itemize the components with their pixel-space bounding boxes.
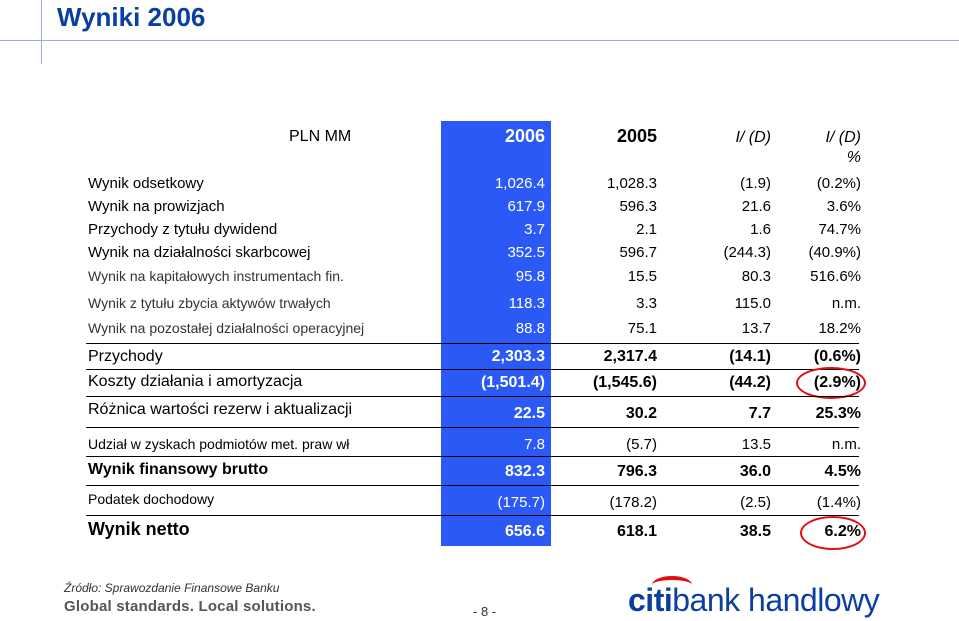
- row-separator: [86, 396, 859, 397]
- row-label: Wynik netto: [88, 519, 190, 539]
- row-value-pct: 25.3%: [815, 405, 861, 422]
- row-label: Wynik odsetkowy: [88, 175, 204, 192]
- header-unit: PLN MM: [289, 128, 352, 145]
- row-label: Wynik na działalności skarbcowej: [88, 244, 311, 261]
- header-id: I/ (D): [735, 129, 771, 146]
- row-value-id: (44.2): [729, 374, 771, 391]
- row-separator: [86, 343, 859, 344]
- page-number: - 8 -: [473, 604, 497, 619]
- row-value-2006: 7.8: [524, 436, 545, 453]
- row-value-2005: (1,545.6): [592, 374, 657, 391]
- row-value-pct: 3.6%: [826, 198, 861, 215]
- highlight-column-2006: [441, 121, 551, 546]
- row-value-id: 80.3: [741, 268, 771, 285]
- row-value-2005: (178.2): [609, 494, 657, 511]
- row-value-pct: 74.7%: [818, 221, 861, 238]
- row-value-pct: (0.2%): [816, 175, 861, 192]
- row-value-pct: 4.5%: [824, 463, 861, 480]
- row-value-2006: 2,303.3: [491, 348, 545, 365]
- logo-arc-icon: [652, 576, 692, 594]
- row-value-2005: 796.3: [616, 463, 657, 480]
- row-value-id: 115.0: [734, 295, 771, 312]
- row-value-2005: 15.5: [627, 268, 657, 285]
- row-label: Wynik na pozostałej działalności operacy…: [88, 320, 365, 336]
- row-separator: [86, 456, 859, 457]
- row-separator: [86, 515, 859, 516]
- row-label: Różnica wartości rezerw i aktualizacji: [88, 401, 353, 418]
- row-value-id: 13.7: [741, 320, 771, 337]
- row-value-id: 7.7: [748, 405, 771, 422]
- row-separator: [86, 485, 859, 486]
- row-label: Przychody: [88, 348, 163, 365]
- page-title: Wyniki 2006: [57, 2, 206, 32]
- row-value-id: (14.1): [729, 348, 771, 365]
- header-2005: 2005: [616, 126, 657, 146]
- header-id-pct-sign: %: [846, 149, 861, 166]
- citi-handlowy-logo: citibank handlowy: [628, 576, 880, 619]
- row-value-2005: 75.1: [627, 320, 657, 337]
- row-separator: [86, 427, 859, 428]
- highlight-circle-net: [800, 516, 866, 550]
- row-label: Udział w zyskach podmiotów met. praw wł: [88, 436, 350, 452]
- source-note: Źródło: Sprawozdanie Finansowe Banku: [64, 581, 280, 595]
- title-horizontal-rule: [0, 40, 959, 41]
- row-value-2006: 832.3: [504, 463, 545, 480]
- row-label: Przychody z tytułu dywidend: [88, 221, 278, 238]
- row-value-2005: 596.3: [619, 198, 657, 215]
- row-value-2005: 618.1: [616, 523, 657, 540]
- row-value-pct: n.m.: [831, 436, 861, 453]
- row-label: Wynik z tytułu zbycia aktywów trwałych: [88, 295, 331, 311]
- row-value-2005: 596.7: [619, 244, 657, 261]
- row-value-2006: 3.7: [524, 221, 545, 238]
- row-value-2006: 352.5: [507, 244, 545, 261]
- row-value-2006: 88.8: [515, 320, 545, 337]
- row-value-pct: (0.6%): [813, 348, 861, 365]
- row-value-2005: 30.2: [625, 405, 657, 422]
- row-value-pct: 18.2%: [818, 320, 861, 337]
- header-2006: 2006: [504, 126, 545, 146]
- row-value-2006: 1,026.4: [494, 175, 545, 192]
- row-label: Podatek dochodowy: [88, 491, 215, 507]
- highlight-circle-costs: [796, 367, 866, 399]
- row-value-id: (244.3): [723, 244, 771, 261]
- row-value-pct: 516.6%: [810, 268, 861, 285]
- slogan: Global standards. Local solutions.: [64, 598, 316, 615]
- row-value-2006: 617.9: [507, 198, 545, 215]
- row-value-id: 21.6: [741, 198, 771, 215]
- row-value-2005: 3.3: [636, 295, 657, 312]
- row-value-2006: 95.8: [515, 268, 545, 285]
- row-label: Koszty działania i amortyzacja: [88, 373, 303, 390]
- row-value-2006: 118.3: [508, 295, 545, 312]
- row-value-id: (2.5): [740, 494, 771, 511]
- row-value-2005: (5.7): [626, 436, 657, 453]
- title-vertical-rule: [41, 0, 42, 64]
- row-value-id: 1.6: [750, 221, 771, 238]
- row-label: Wynik na kapitałowych instrumentach fin.: [88, 268, 344, 284]
- row-value-id: 36.0: [739, 463, 771, 480]
- row-value-2006: 656.6: [504, 523, 545, 540]
- row-value-2005: 2.1: [636, 221, 657, 238]
- row-value-2006: (1,501.4): [480, 374, 545, 391]
- row-value-2005: 1,028.3: [606, 175, 657, 192]
- row-value-id: 38.5: [739, 523, 771, 540]
- row-value-pct: n.m.: [831, 295, 861, 312]
- row-separator: [86, 369, 859, 370]
- row-label: Wynik na prowizjach: [88, 198, 225, 215]
- logo-bank-handlowy: bank handlowy: [672, 582, 880, 618]
- row-value-id: 13.5: [741, 436, 771, 453]
- row-value-pct: (1.4%): [816, 494, 861, 511]
- row-value-2006: (175.7): [497, 494, 545, 511]
- row-value-2005: 2,317.4: [603, 348, 657, 365]
- row-value-id: (1.9): [740, 175, 771, 192]
- row-value-2006: 22.5: [513, 405, 545, 422]
- header-id-pct: I/ (D): [825, 129, 861, 146]
- row-value-pct: (40.9%): [808, 244, 861, 261]
- row-label: Wynik finansowy brutto: [88, 461, 269, 478]
